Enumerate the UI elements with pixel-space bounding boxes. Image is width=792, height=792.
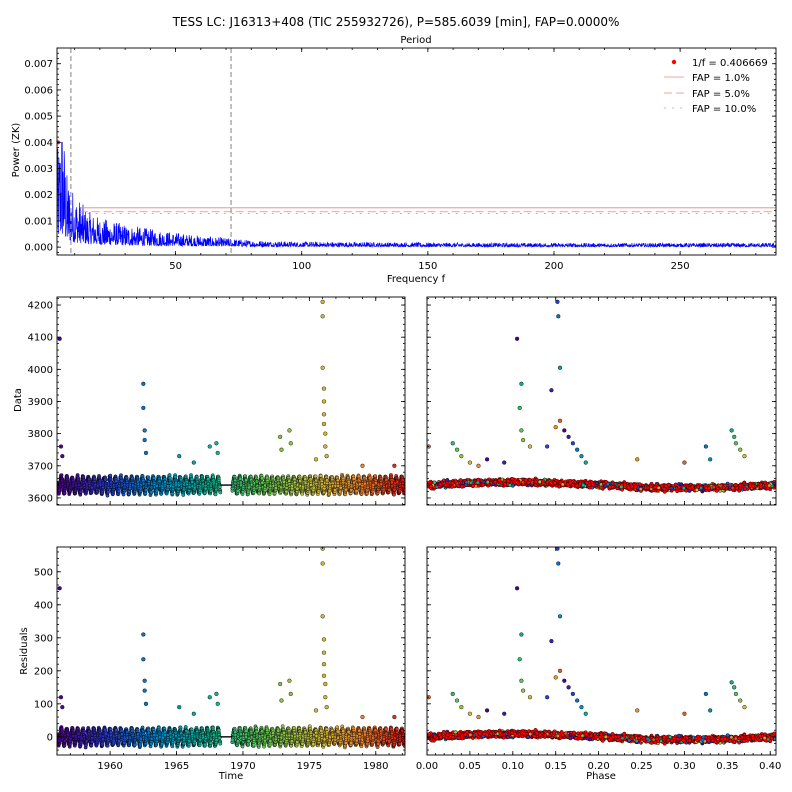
outlier-point <box>321 386 327 391</box>
outlier-point <box>60 454 65 459</box>
y-tick-label: 0.000 <box>24 243 53 254</box>
data-point <box>173 475 178 479</box>
data-point <box>298 479 303 483</box>
data-point <box>327 488 332 493</box>
data-point <box>119 473 123 478</box>
periodogram-panel: Period Power (ZK) Frequency f 50 100 150 20… <box>11 35 777 285</box>
figure-title: TESS LC: J16313+408 (TIC 255932726), P=5… <box>172 15 620 29</box>
outlier-point <box>324 454 329 459</box>
data-point <box>59 473 64 478</box>
outlier-point <box>142 428 147 433</box>
data-point <box>351 477 356 481</box>
outlier-point <box>278 434 283 439</box>
outlier-point <box>323 431 328 436</box>
data-point <box>260 476 264 481</box>
outlier-point <box>320 365 325 370</box>
data-point <box>103 477 108 482</box>
data-point <box>190 480 195 484</box>
y-tick-label: 0.001 <box>24 216 53 227</box>
outlier-point <box>321 421 327 427</box>
x-tick-label: 100 <box>292 261 311 272</box>
data-point <box>284 489 289 494</box>
data-point <box>213 492 218 497</box>
outlier-point <box>287 428 292 433</box>
data-point <box>260 480 265 485</box>
y-tick-label: 4000 <box>28 365 53 376</box>
data-point <box>203 486 208 491</box>
data-point <box>257 491 261 496</box>
data-point <box>244 478 248 483</box>
data-point <box>392 492 396 497</box>
data-point <box>105 493 110 498</box>
outlier-point <box>214 441 219 446</box>
periodogram-legend: 1/f = 0.406669 FAP = 1.0% FAP = 5.0% FAP… <box>664 58 768 115</box>
outlier-point <box>58 444 64 449</box>
periodogram-xlabel: Frequency f <box>387 274 446 285</box>
periodogram-ylabel: Power (ZK) <box>11 123 22 178</box>
data-point <box>313 474 318 479</box>
y-tick-label: 0.002 <box>24 190 53 201</box>
outlier-point <box>313 457 319 462</box>
y-tick-label: 3600 <box>28 493 53 504</box>
outlier-point <box>141 405 146 411</box>
data-point <box>282 479 286 484</box>
y-tick-label: 4200 <box>28 301 53 312</box>
y-tick-label: 0.003 <box>24 164 53 175</box>
legend-fap10-label: FAP = 10.0% <box>692 104 756 115</box>
data-vs-time-plot-area <box>57 299 405 498</box>
y-tick-label: 0.007 <box>24 59 53 70</box>
data-point <box>206 477 210 482</box>
data-point <box>218 490 223 495</box>
y-tick-label: 3800 <box>28 429 53 440</box>
outlier-point <box>360 463 365 468</box>
outlier-point <box>141 381 146 386</box>
data-vs-time-panel: Data 3600 3700 3800 3900 4000 4100 4200 <box>13 296 406 506</box>
y-tick-label: 0.006 <box>24 85 53 96</box>
legend-fap1-label: FAP = 1.0% <box>692 73 750 84</box>
outlier-point <box>320 299 325 304</box>
x-tick-label: 200 <box>544 261 563 272</box>
outlier-point <box>279 447 284 452</box>
outlier-point <box>321 399 327 404</box>
data-ylabel: Data <box>13 388 24 412</box>
data-point <box>149 490 153 495</box>
data-point <box>92 476 97 481</box>
y-tick-label: 3900 <box>28 397 53 408</box>
data-point <box>146 475 151 480</box>
data-point <box>114 479 119 484</box>
y-tick-label: 0.005 <box>24 112 53 123</box>
x-tick-label: 50 <box>169 261 182 272</box>
legend-best-frequency-marker <box>671 59 677 65</box>
data-point <box>384 478 389 482</box>
data-point <box>373 474 378 478</box>
periodogram-secondary-axis-label: Period <box>400 35 431 46</box>
data-point <box>179 477 183 482</box>
outlier-point <box>392 463 397 468</box>
x-tick-label: 250 <box>671 261 690 272</box>
axes-frame <box>56 47 777 256</box>
outlier-point <box>142 437 147 443</box>
outlier-point <box>321 412 327 417</box>
legend-fap5-label: FAP = 5.0% <box>692 89 750 100</box>
outlier-point <box>143 450 149 456</box>
outlier-point <box>215 450 220 456</box>
periodogram-plot-area <box>57 48 776 255</box>
power-spectrum-line <box>57 141 776 249</box>
outlier-point <box>288 441 293 446</box>
data-point <box>390 480 394 485</box>
outlier-point <box>191 460 196 465</box>
y-tick-label: 3700 <box>28 461 53 472</box>
outlier-point <box>207 444 212 449</box>
outlier-point <box>323 444 328 449</box>
y-tick-label: 4100 <box>28 333 53 344</box>
x-tick-label: 150 <box>418 261 437 272</box>
y-tick-label: 0.004 <box>24 138 53 149</box>
data-point <box>106 490 110 494</box>
outlier-point <box>320 314 325 319</box>
outlier-point <box>177 454 182 459</box>
data-point <box>116 489 121 494</box>
legend-best-frequency-label: 1/f = 0.406669 <box>692 58 768 69</box>
